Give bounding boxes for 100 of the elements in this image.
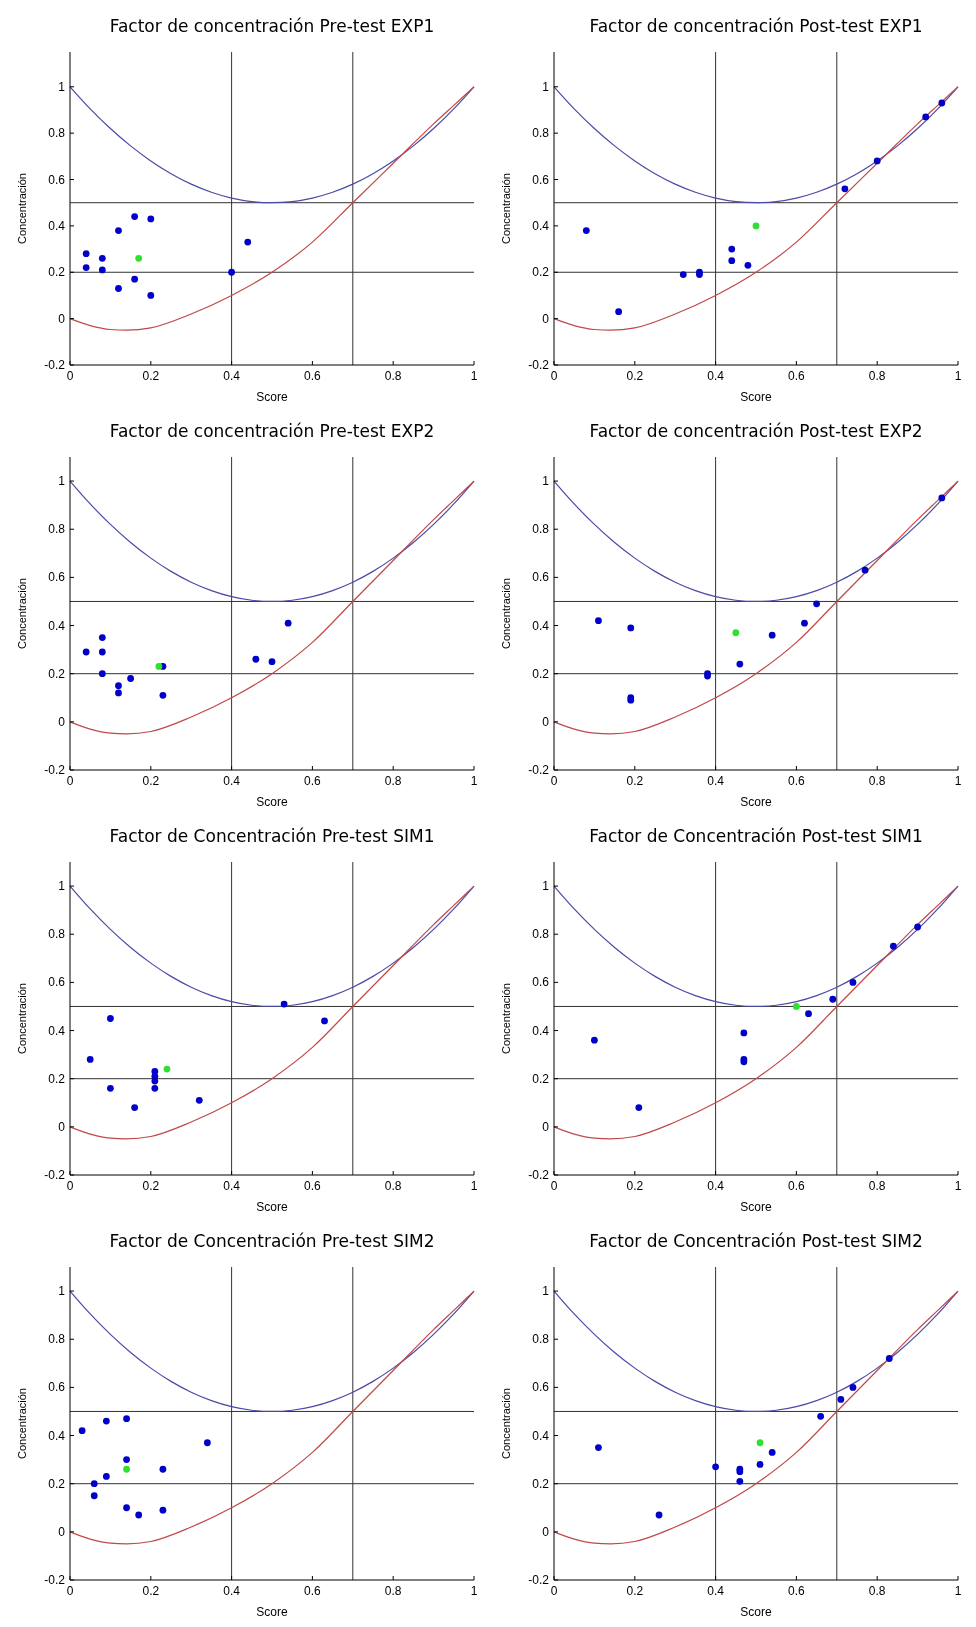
y-tick-label: 0 <box>58 311 66 326</box>
y-tick-label: 0.2 <box>532 666 550 681</box>
x-tick-label: 0.4 <box>223 1584 241 1598</box>
chart-title: Factor de Concentración Post-test SIM1 <box>589 826 923 846</box>
x-tick-label: 0.6 <box>788 1584 806 1598</box>
x-axis-title: Score <box>256 1200 288 1214</box>
x-axis-title: Score <box>256 390 288 404</box>
y-tick-label: 1 <box>542 879 550 894</box>
y-tick-label: 0.4 <box>48 618 66 633</box>
y-tick-label: 0.6 <box>48 1380 66 1395</box>
x-tick-label: 0.8 <box>868 1179 886 1193</box>
x-tick-label: 0.8 <box>868 1584 886 1598</box>
y-tick-label: 0.4 <box>532 1023 550 1038</box>
x-tick-label: 0.8 <box>384 369 402 383</box>
y-tick-label: 1 <box>58 1284 66 1299</box>
y-tick-label: 0.6 <box>532 1380 550 1395</box>
x-tick-label: 0.8 <box>384 774 402 788</box>
chart-title: Factor de Concentración Post-test SIM2 <box>589 1231 923 1251</box>
y-tick-label: 1 <box>58 879 66 894</box>
chart-title: Factor de concentración Pre-test EXP1 <box>109 16 435 36</box>
y-tick-label: 0.8 <box>532 1332 550 1347</box>
y-tick-label: 0 <box>542 714 550 729</box>
y-tick-label: -0.2 <box>44 358 66 372</box>
y-tick-label: 0.4 <box>48 1428 66 1443</box>
y-tick-label: 0 <box>542 1119 550 1134</box>
y-tick-label: 0.6 <box>532 172 550 187</box>
y-tick-label: 0.2 <box>532 1476 550 1491</box>
x-tick-label: 0.4 <box>223 369 241 383</box>
y-tick-label: 1 <box>542 474 550 489</box>
x-tick-label: 0.2 <box>142 1179 160 1193</box>
x-tick-label: 0.8 <box>384 1179 402 1193</box>
x-tick-label: 0.2 <box>626 369 644 383</box>
y-tick-label: 0.4 <box>532 218 550 233</box>
y-tick-label: 0.8 <box>48 1332 66 1347</box>
x-tick-label: 0.6 <box>304 1584 322 1598</box>
y-tick-label: 0.6 <box>48 975 66 990</box>
y-tick-label: 0.8 <box>48 927 66 942</box>
y-tick-label: 0 <box>58 1524 66 1539</box>
y-tick-label: 0.2 <box>48 666 66 681</box>
chart-title: Factor de concentración Post-test EXP1 <box>589 16 923 36</box>
x-tick-label: 0.2 <box>142 1584 160 1598</box>
y-tick-label: 0.8 <box>532 126 550 141</box>
y-tick-label: 0.2 <box>532 265 550 280</box>
chart-title: Factor de Concentración Pre-test SIM2 <box>109 1231 435 1251</box>
x-tick-label: 1 <box>470 1584 478 1598</box>
y-tick-label: -0.2 <box>528 763 550 777</box>
y-tick-label: -0.2 <box>44 763 66 777</box>
y-tick-label: 0.8 <box>48 522 66 537</box>
chart-title: Factor de Concentración Pre-test SIM1 <box>109 826 435 846</box>
y-axis-title: Concentración <box>500 983 512 1054</box>
chart-title: Factor de concentración Post-test EXP2 <box>589 421 923 441</box>
y-tick-label: 0.4 <box>532 618 550 633</box>
y-tick-label: 0 <box>542 311 550 326</box>
x-tick-label: 0.6 <box>788 369 806 383</box>
y-axis-title: Concentración <box>500 578 512 649</box>
x-tick-label: 0.4 <box>707 369 725 383</box>
y-tick-label: 0.2 <box>532 1071 550 1086</box>
y-tick-label: -0.2 <box>528 358 550 372</box>
x-axis-title: Score <box>740 1200 772 1214</box>
x-tick-label: 1 <box>470 369 478 383</box>
y-tick-label: -0.2 <box>44 1573 66 1587</box>
y-tick-label: 0.6 <box>48 172 66 187</box>
y-tick-label: 0.2 <box>48 265 66 280</box>
y-tick-label: 0.8 <box>532 927 550 942</box>
y-tick-label: 1 <box>58 79 66 94</box>
x-tick-label: 0.4 <box>707 1179 725 1193</box>
x-axis-title: Score <box>740 795 772 809</box>
y-tick-label: 0.6 <box>532 975 550 990</box>
y-tick-label: -0.2 <box>528 1573 550 1587</box>
y-tick-label: 0.4 <box>48 218 66 233</box>
x-tick-label: 1 <box>954 1179 962 1193</box>
x-tick-label: 0.6 <box>304 369 322 383</box>
y-tick-label: 0.6 <box>48 570 66 585</box>
x-tick-label: 0.6 <box>788 774 806 788</box>
x-tick-label: 0.4 <box>223 1179 241 1193</box>
y-tick-label: 0 <box>542 1524 550 1539</box>
x-tick-label: 0.8 <box>384 1584 402 1598</box>
y-tick-label: 1 <box>542 1284 550 1299</box>
x-axis-title: Score <box>740 390 772 404</box>
y-tick-label: 0.8 <box>48 126 66 141</box>
x-axis-title: Score <box>256 1605 288 1619</box>
x-tick-label: 0.4 <box>223 774 241 788</box>
x-tick-label: 0.2 <box>626 1179 644 1193</box>
x-tick-label: 0.6 <box>788 1179 806 1193</box>
x-tick-label: 0.4 <box>707 774 725 788</box>
x-axis-title: Score <box>740 1605 772 1619</box>
y-tick-label: 1 <box>542 79 550 94</box>
y-axis-title: Concentración <box>500 1388 512 1459</box>
y-tick-label: 0.6 <box>532 570 550 585</box>
y-tick-label: 0.4 <box>532 1428 550 1443</box>
x-tick-label: 0.6 <box>304 774 322 788</box>
x-tick-label: 0.8 <box>868 369 886 383</box>
y-axis-title: Concentración <box>16 173 28 244</box>
x-tick-label: 0.2 <box>626 774 644 788</box>
x-tick-label: 1 <box>954 774 962 788</box>
x-tick-label: 0.8 <box>868 774 886 788</box>
x-tick-label: 0.2 <box>142 774 160 788</box>
x-tick-label: 1 <box>954 369 962 383</box>
y-tick-label: -0.2 <box>528 1168 550 1182</box>
x-tick-label: 0.2 <box>142 369 160 383</box>
